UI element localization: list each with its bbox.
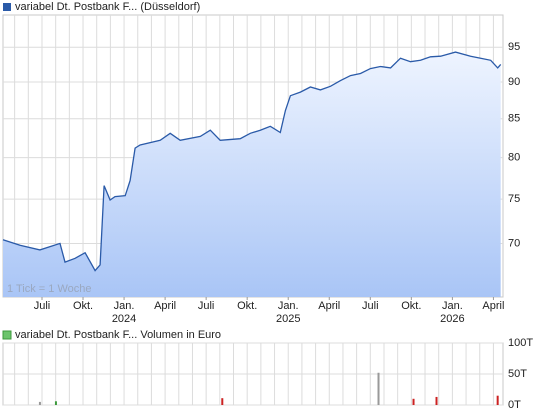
- x-tick-label: April: [154, 300, 176, 312]
- x-tick-label: Juli: [198, 300, 215, 312]
- y-tick-label: 75: [508, 193, 520, 205]
- year-label: 2026: [440, 313, 464, 325]
- volume-bar: [221, 398, 224, 405]
- volume-bar: [412, 398, 415, 405]
- y-tick-label: 50T: [508, 368, 527, 380]
- y-tick-label: 70: [508, 237, 520, 249]
- y-tick-label: 85: [508, 113, 520, 125]
- legend-label: variabel Dt. Postbank F... Volumen in Eu…: [15, 329, 221, 341]
- year-label: 2024: [112, 313, 136, 325]
- volume-bar: [377, 372, 380, 405]
- x-tick-label: Okt.: [401, 300, 421, 312]
- annotation: 1 Tick = 1 Woche: [7, 283, 91, 295]
- legend-swatch: [3, 3, 11, 11]
- area-fill: [3, 52, 501, 297]
- year-label: 2025: [276, 313, 300, 325]
- x-tick-label: Juli: [34, 300, 51, 312]
- volume-bar: [38, 401, 41, 405]
- y-tick-label: 90: [508, 76, 520, 88]
- y-tick-label: 100T: [508, 337, 533, 349]
- y-tick-label: 0T: [508, 399, 521, 411]
- volume-bar: [54, 401, 57, 405]
- x-tick-label: Jan.: [278, 300, 299, 312]
- x-tick-label: Okt.: [237, 300, 257, 312]
- volume-bar: [496, 395, 499, 405]
- legend-label: variabel Dt. Postbank F... (Düsseldorf): [15, 1, 200, 13]
- x-tick-label: April: [482, 300, 504, 312]
- volume-bar: [435, 396, 438, 405]
- x-tick-label: Jan.: [442, 300, 463, 312]
- x-tick-label: Juli: [362, 300, 379, 312]
- x-tick-label: April: [318, 300, 340, 312]
- x-tick-label: Jan.: [114, 300, 135, 312]
- price-line: [2, 51, 502, 272]
- y-tick-label: 95: [508, 41, 520, 53]
- x-tick-label: Okt.: [73, 300, 93, 312]
- legend-swatch: [2, 330, 12, 340]
- y-tick-label: 80: [508, 152, 520, 164]
